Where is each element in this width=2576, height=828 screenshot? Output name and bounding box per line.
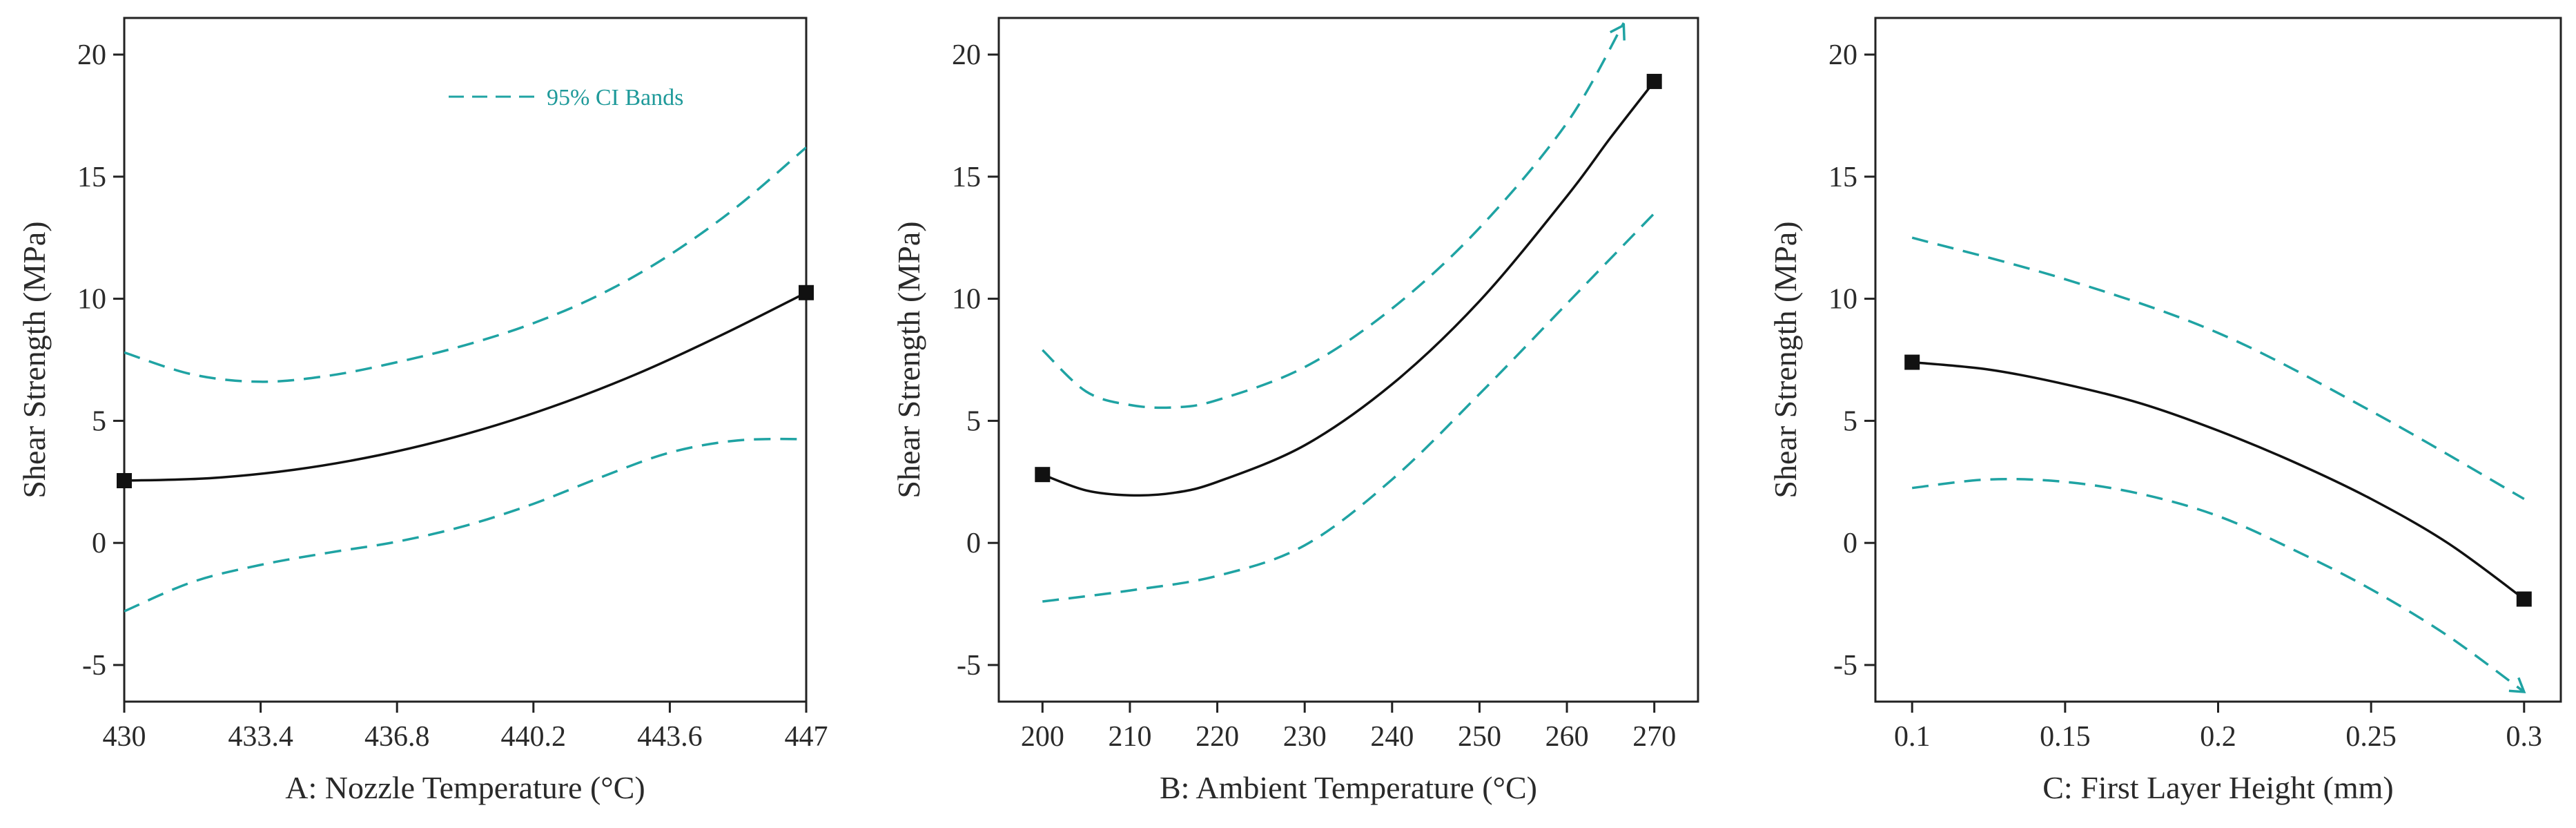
- ci-upper-band-line: [124, 146, 806, 383]
- plot-frame: [1874, 17, 2562, 703]
- y-axis-title: Shear Strength (MPa): [17, 221, 52, 498]
- y-tick-label: 15: [77, 162, 106, 193]
- x-tick-label: 440.2: [501, 721, 567, 753]
- x-tick-label: 260: [1545, 721, 1589, 753]
- y-tick-label: 20: [77, 39, 106, 71]
- y-tick-label: 0: [92, 528, 106, 559]
- series-group: [1042, 22, 1656, 603]
- y-tick-label: -5: [82, 650, 106, 682]
- y-tick-label: 5: [92, 405, 106, 437]
- x-tick-label: 0.1: [1894, 721, 1931, 753]
- series-group: [1911, 236, 2525, 693]
- x-tick-label: 433.4: [228, 721, 293, 753]
- x-tick-label: 447: [785, 721, 828, 753]
- ci-lower-band-line: [1912, 477, 2525, 693]
- ci-upper-band-line: [1911, 236, 2525, 501]
- x-axis-title: B: Ambient Temperature (°C): [1160, 770, 1537, 805]
- ci-lower-band-line: [124, 437, 806, 613]
- prediction-line: [1912, 360, 2525, 600]
- y-axis-title: Shear Strength (MPa): [891, 221, 926, 498]
- ci-arrowhead: [1609, 23, 1626, 41]
- y-axis-title: Shear Strength (MPa): [1768, 221, 1803, 498]
- x-tick-label: 200: [1021, 721, 1064, 753]
- y-tick-label: 15: [952, 162, 981, 193]
- prediction-line: [1042, 80, 1656, 497]
- endpoint-marker: [2516, 591, 2532, 607]
- x-tick-label: 230: [1283, 721, 1327, 753]
- x-tick-label: 0.2: [2200, 721, 2236, 753]
- x-tick-label: 250: [1458, 721, 1501, 753]
- y-tick-label: 5: [966, 405, 981, 437]
- x-tick-label: 436.8: [364, 721, 430, 753]
- chart-panel-1: 430 433.4 436.8 440.2 443.6 447 -5 0 5 10 15 20 A: N…: [17, 17, 828, 805]
- prediction-line: [124, 291, 806, 482]
- y-tick-label: 10: [77, 284, 106, 316]
- y-tick-label: -5: [1833, 650, 1857, 682]
- x-tick-label: 0.3: [2506, 721, 2543, 753]
- x-axis-title: C: First Layer Height (mm): [2042, 770, 2393, 805]
- x-tick-label: 443.6: [637, 721, 703, 753]
- y-tick-label: 0: [1843, 528, 1857, 559]
- y-tick-label: 0: [966, 528, 981, 559]
- x-tick-label: 0.25: [2345, 721, 2397, 753]
- x-tick-label: 0.15: [2040, 721, 2091, 753]
- ci-lower-band-line: [1042, 212, 1655, 603]
- x-tick-label: 210: [1108, 721, 1151, 753]
- endpoint-marker: [1035, 467, 1051, 483]
- x-tick-label: 240: [1370, 721, 1414, 753]
- endpoint-marker: [117, 473, 132, 489]
- plot-frame: [123, 17, 808, 703]
- y-tick-label: 10: [1828, 284, 1857, 316]
- chart-panel-2: 200 210 220 230 240 250 260 270 -5 0 5 10 15 20 B: Amb…: [891, 17, 1699, 805]
- y-tick-label: 20: [952, 39, 981, 71]
- y-tick-label: 5: [1843, 405, 1857, 437]
- x-tick-label: 220: [1196, 721, 1239, 753]
- plot-frame: [997, 17, 1699, 703]
- y-tick-label: 10: [952, 284, 981, 316]
- y-tick-label: -5: [957, 650, 981, 682]
- chart-panel-3: 0.1 0.15 0.2 0.25 0.3 -5 0 5 10 15 20 C: First Laye…: [1768, 17, 2562, 805]
- endpoint-marker: [1904, 354, 1920, 370]
- ci-upper-band-line: [1042, 22, 1625, 410]
- x-tick-label: 270: [1632, 721, 1676, 753]
- y-tick-label: 20: [1828, 39, 1857, 71]
- endpoint-marker: [799, 285, 814, 300]
- endpoint-marker: [1646, 73, 1662, 89]
- y-tick-label: 15: [1828, 162, 1857, 193]
- legend-label: 95% CI Bands: [547, 85, 683, 110]
- x-tick-label: 430: [103, 721, 146, 753]
- series-group: [124, 146, 806, 613]
- ci-arrowhead: [2508, 677, 2526, 693]
- x-axis-title: A: Nozzle Temperature (°C): [285, 770, 645, 805]
